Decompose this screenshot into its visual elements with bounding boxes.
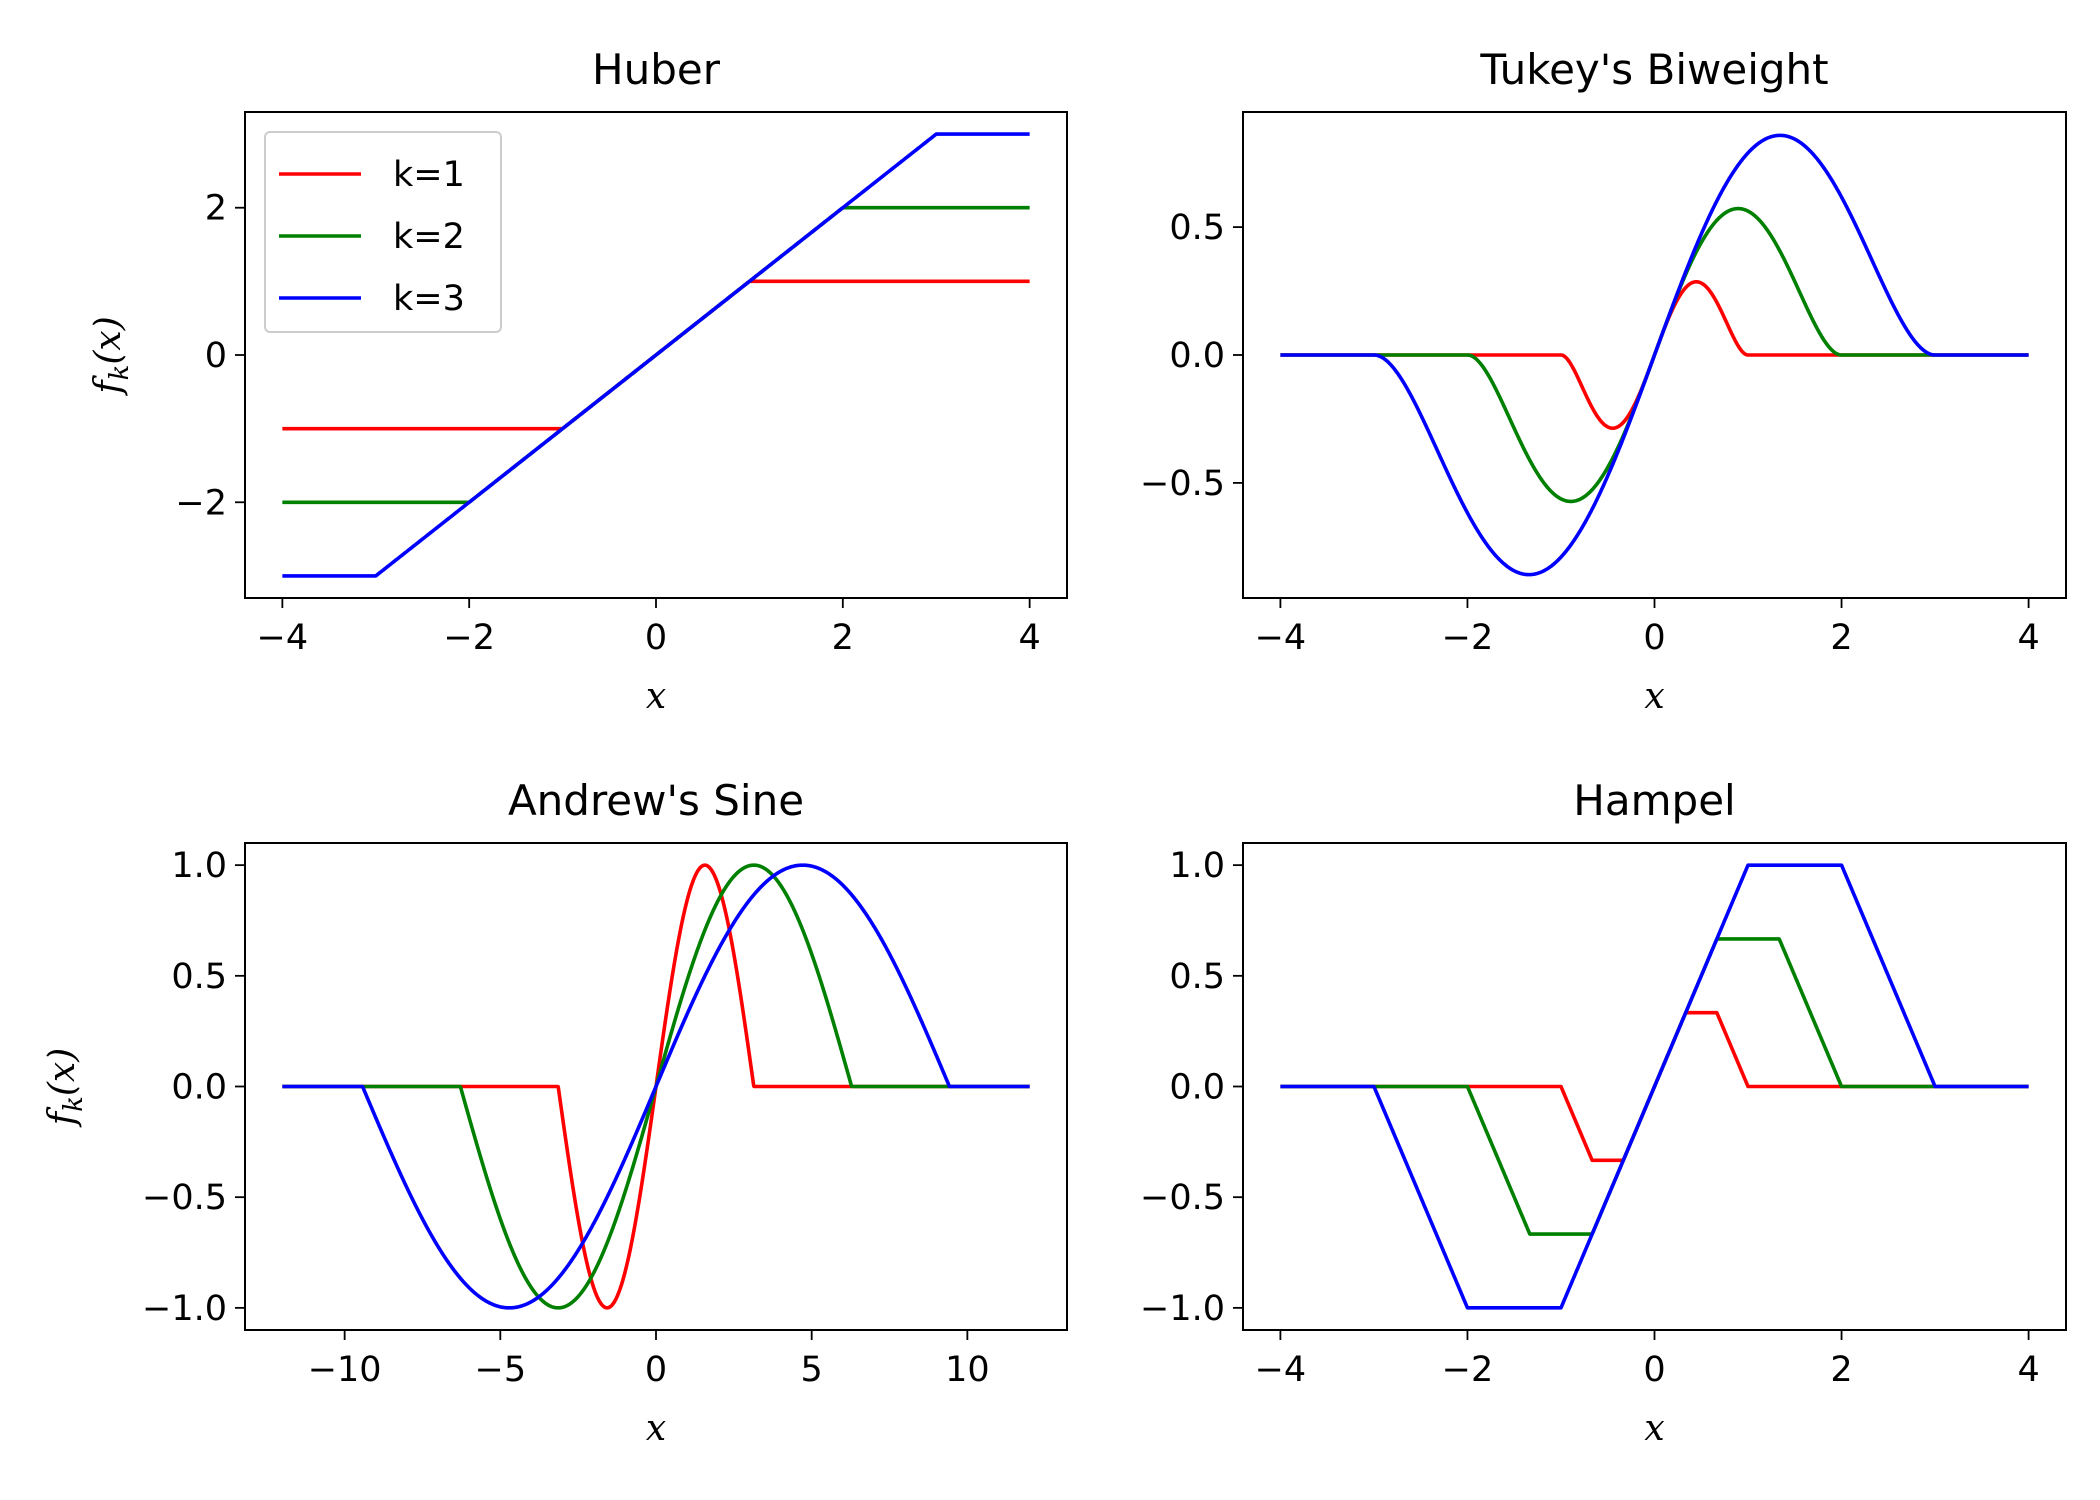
x-axis-label: x	[646, 1408, 666, 1449]
x-tick-label: −2	[1442, 1350, 1494, 1390]
x-axis-label: x	[646, 676, 666, 717]
x-tick-label: 0	[1643, 618, 1665, 658]
legend-label-k1: k=1	[393, 155, 465, 195]
x-tick-label: 0	[645, 1350, 667, 1390]
legend-box	[264, 131, 502, 333]
subplot-title: Hampel	[1573, 776, 1735, 825]
subplot-4: −4 −2 0 2 4 −1.0 −0.5 0.0 0.5 1.0 Hampel x	[1140, 776, 2067, 1449]
x-tick-label: −2	[1442, 618, 1494, 658]
series-line-k3	[1279, 133, 2030, 577]
y-tick-label: 0.5	[171, 957, 227, 997]
series-line-k3	[281, 132, 1031, 578]
y-tick-label: 0.0	[1169, 1068, 1225, 1108]
x-tick-label: 5	[801, 1350, 823, 1390]
x-tick-label: −4	[1255, 1350, 1307, 1390]
x-axis-label: x	[1644, 676, 1664, 717]
x-tick-label: −4	[1255, 618, 1307, 658]
y-tick-label: −0.5	[142, 1178, 227, 1218]
y-tick-label: −1.0	[1140, 1289, 1225, 1329]
y-tick-label: 0.5	[1169, 957, 1225, 997]
series-line-k3	[1279, 863, 2030, 1310]
x-axis-label: x	[1644, 1408, 1664, 1449]
subplot-title: Huber	[592, 45, 721, 94]
y-axis-label: fk(x)	[42, 1048, 89, 1129]
y-tick-label: 1.0	[171, 846, 227, 886]
y-tick-label: 0.5	[1169, 208, 1225, 248]
curves	[1279, 133, 2030, 577]
y-tick-label: −0.5	[1140, 464, 1225, 504]
x-tick-label: 2	[1830, 1350, 1852, 1390]
curves	[1279, 863, 2030, 1310]
subplot-3: −10 −5 0 5 10 −1.0 −0.5 0.0 0.5 1.0 Andrew's Sine x…	[42, 776, 1068, 1449]
x-tick-label: −4	[257, 618, 309, 658]
y-tick-label: −0.5	[1140, 1178, 1225, 1218]
legend-label-k2: k=2	[393, 217, 465, 257]
y-tick-label: −1.0	[142, 1289, 227, 1329]
x-tick-label: 0	[1643, 1350, 1665, 1390]
x-tick-label: 4	[1018, 618, 1040, 658]
series-line-k3	[281, 863, 1031, 1310]
y-tick-label: 0.0	[171, 1068, 227, 1108]
y-tick-label: 0.0	[1169, 336, 1225, 376]
legend-label-k3: k=3	[393, 279, 465, 319]
x-tick-label: 2	[1830, 618, 1852, 658]
y-axis-label: fk(x)	[88, 316, 135, 397]
x-tick-label: 4	[2017, 618, 2039, 658]
y-tick-label: 1.0	[1169, 846, 1225, 886]
curves	[281, 863, 1031, 1310]
x-tick-label: −2	[443, 618, 495, 658]
x-tick-label: 0	[645, 618, 667, 658]
x-tick-label: −10	[308, 1350, 382, 1390]
y-tick-label: 2	[205, 189, 227, 229]
subplot-title: Tukey's Biweight	[1479, 45, 1828, 94]
curves	[281, 132, 1031, 578]
x-tick-label: −5	[475, 1350, 527, 1390]
subplot-2: −4 −2 0 2 4 −0.5 0.0 0.5 Tukey's Biweight x	[1140, 45, 2067, 717]
subplot-1: −4 −2 0 2 4 −2 0 2 Huber x fk(x) k=1 k=2 k=3	[88, 45, 1068, 717]
legend: k=1 k=2 k=3	[264, 131, 502, 333]
subplot-title: Andrew's Sine	[508, 776, 804, 825]
y-tick-label: 0	[205, 336, 227, 376]
x-tick-label: 10	[945, 1350, 990, 1390]
y-tick-label: −2	[175, 483, 227, 523]
x-tick-label: 4	[2017, 1350, 2039, 1390]
x-tick-label: 2	[832, 618, 854, 658]
